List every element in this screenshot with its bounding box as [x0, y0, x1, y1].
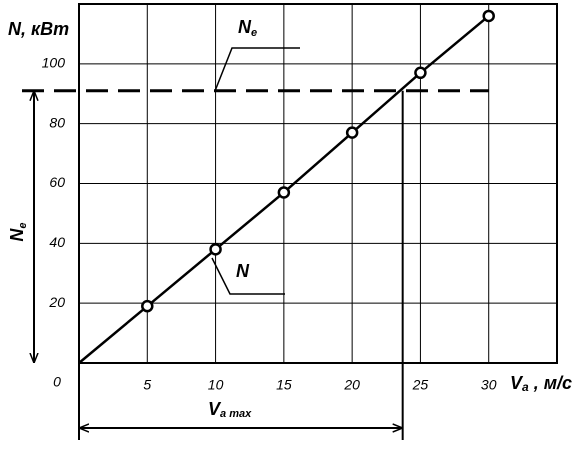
x-label-sub: a [522, 380, 529, 394]
x-label-unit: , м/с [529, 373, 572, 393]
series-label: N [236, 261, 250, 281]
y-tick-label: 20 [48, 294, 65, 310]
x-tick-label: 10 [208, 377, 224, 393]
y-axis-label: N, кВт [8, 19, 69, 39]
ne-side-label: Ne [7, 222, 29, 241]
data-point [414, 66, 427, 80]
ne-label: Ne [238, 17, 257, 39]
x-axis-label: Va , м/с [510, 373, 572, 394]
ne-sub: e [251, 27, 257, 39]
grid [79, 4, 557, 363]
x-tick-label: 0 [53, 374, 61, 390]
y-tick-label: 100 [42, 55, 66, 71]
ne-main: N [7, 228, 27, 242]
x-tick-label: 15 [276, 377, 292, 393]
x-tick-label: 20 [343, 377, 360, 393]
vmax-sub: a max [220, 408, 252, 420]
leader-line [214, 47, 300, 92]
vmax-main: V [208, 399, 222, 419]
plot-frame [78, 3, 558, 364]
data-point [209, 243, 222, 256]
data-point [277, 186, 291, 199]
ne-main: N [238, 17, 252, 37]
leader-line [211, 257, 285, 295]
vmax-label: Va max [208, 399, 252, 420]
data-point [141, 299, 154, 313]
x-tick-label: 30 [481, 377, 497, 393]
ne-sub: e [17, 222, 29, 228]
y-tick-label: 60 [49, 174, 65, 190]
y-tick-label: 80 [49, 114, 65, 130]
data-point [345, 126, 359, 139]
x-tick-label: 25 [412, 377, 429, 393]
data-point [482, 9, 495, 23]
y-tick-label: 40 [49, 234, 65, 250]
x-tick-label: 5 [143, 377, 151, 393]
x-label-main: V [510, 373, 524, 393]
